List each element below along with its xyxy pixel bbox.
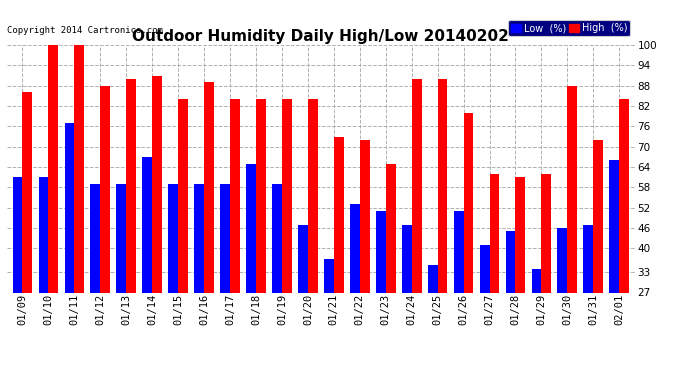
Bar [12, 177, 23, 375]
Text: Copyright 2014 Cartronics.com: Copyright 2014 Cartronics.com [7, 26, 163, 35]
Bar [359, 140, 370, 375]
Bar [350, 204, 359, 375]
Bar [567, 86, 578, 375]
Bar [489, 174, 500, 375]
Bar [515, 177, 525, 375]
Bar [454, 211, 464, 375]
Legend: Low  (%), High  (%): Low (%), High (%) [508, 20, 630, 36]
Bar [272, 184, 282, 375]
Bar [220, 184, 230, 375]
Bar [256, 99, 266, 375]
Bar [609, 160, 619, 375]
Bar [619, 99, 629, 375]
Bar [39, 177, 48, 375]
Bar [194, 184, 204, 375]
Bar [48, 45, 58, 375]
Bar [23, 93, 32, 375]
Bar [282, 99, 292, 375]
Bar [64, 123, 75, 375]
Bar [412, 79, 422, 375]
Bar [506, 231, 515, 375]
Bar [168, 184, 178, 375]
Bar [584, 225, 593, 375]
Bar [100, 86, 110, 375]
Bar [386, 164, 395, 375]
Bar [480, 245, 489, 375]
Bar [464, 113, 473, 375]
Bar [531, 269, 542, 375]
Bar [126, 79, 136, 375]
Bar [90, 184, 100, 375]
Bar [178, 99, 188, 375]
Bar [334, 136, 344, 375]
Bar [324, 259, 334, 375]
Bar [437, 79, 448, 375]
Bar [204, 82, 214, 375]
Bar [308, 99, 317, 375]
Bar [558, 228, 567, 375]
Bar [428, 266, 437, 375]
Bar [542, 174, 551, 375]
Bar [376, 211, 386, 375]
Bar [117, 184, 126, 375]
Bar [402, 225, 412, 375]
Bar [230, 99, 240, 375]
Bar [246, 164, 256, 375]
Title: Outdoor Humidity Daily High/Low 20140202: Outdoor Humidity Daily High/Low 20140202 [132, 29, 509, 44]
Bar [142, 157, 152, 375]
Bar [152, 75, 162, 375]
Bar [298, 225, 308, 375]
Bar [75, 45, 84, 375]
Bar [593, 140, 603, 375]
